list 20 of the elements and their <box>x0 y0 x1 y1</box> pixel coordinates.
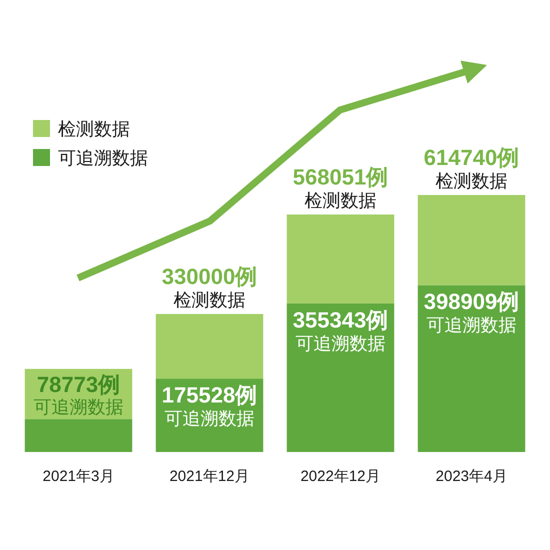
value-label-series: 可追溯数据 <box>426 315 516 336</box>
total-label-series: 检测数据 <box>436 171 508 191</box>
total-label: 614740例 <box>424 145 520 170</box>
value-label-series: 可追溯数据 <box>296 333 386 354</box>
x-tick-label: 2021年12月 <box>169 468 250 485</box>
x-tick-label: 2022年12月 <box>300 468 381 485</box>
total-label-series: 检测数据 <box>304 190 376 210</box>
value-label: 398909例 <box>424 289 520 314</box>
total-label: 330000例 <box>162 264 258 289</box>
value-label: 175528例 <box>162 382 258 408</box>
value-label-series: 可追溯数据 <box>164 408 254 429</box>
value-label: 355343例 <box>292 307 388 332</box>
total-label: 568051例 <box>292 164 388 190</box>
x-tick-label: 2021年3月 <box>42 468 114 485</box>
total-label-series: 检测数据 <box>174 290 246 310</box>
value-label-series: 可追溯数据 <box>34 397 124 418</box>
x-tick-label: 2023年4月 <box>436 468 508 485</box>
legend-label: 检测数据 <box>58 119 130 139</box>
legend-label: 可追溯数据 <box>58 148 148 168</box>
value-label: 78773例 <box>36 372 120 398</box>
